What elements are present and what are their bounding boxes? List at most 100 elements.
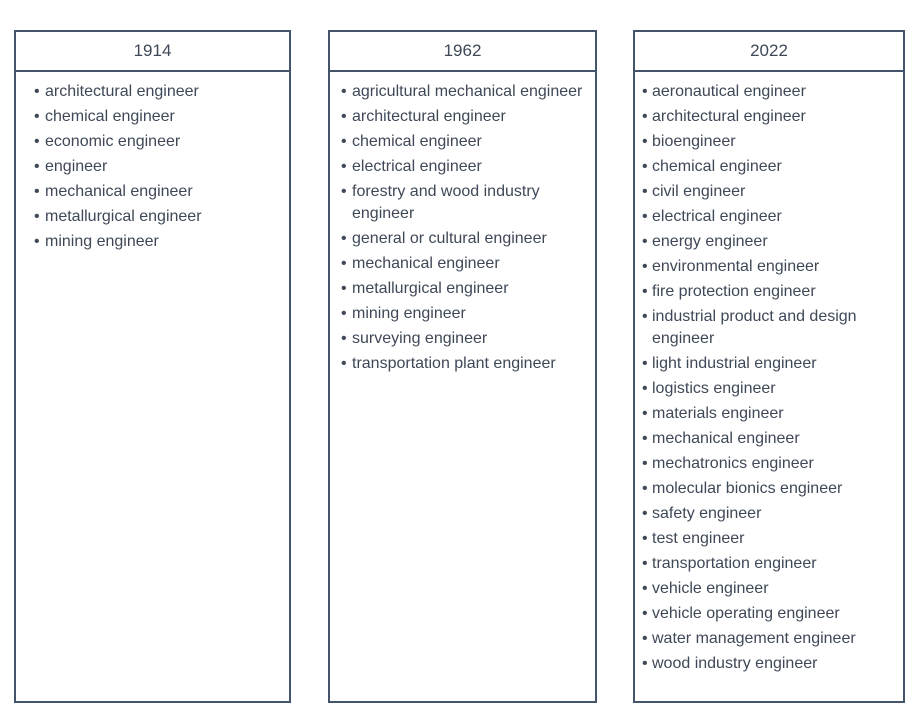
list-item: • surveying engineer bbox=[341, 328, 589, 350]
bullet-icon: • bbox=[34, 158, 40, 175]
bullet-icon: • bbox=[341, 230, 347, 247]
list-item: • materials engineer bbox=[642, 403, 897, 425]
item-text: chemical engineer bbox=[652, 158, 782, 175]
bullet-icon: • bbox=[341, 305, 347, 322]
list-item: • water management engineer bbox=[642, 628, 897, 650]
bullet-icon: • bbox=[642, 283, 648, 300]
list-item: • safety engineer bbox=[642, 503, 897, 525]
list-item: • metallurgical engineer bbox=[341, 278, 589, 300]
item-text: civil engineer bbox=[652, 183, 746, 200]
bullet-icon: • bbox=[642, 630, 648, 647]
list-item: • fire protection engineer bbox=[642, 281, 897, 303]
item-text: vehicle operating engineer bbox=[652, 605, 840, 622]
bullet-icon: • bbox=[34, 83, 40, 100]
bullet-icon: • bbox=[642, 208, 648, 225]
list-item: • chemical engineer bbox=[642, 156, 897, 178]
bullet-icon: • bbox=[341, 255, 347, 272]
bullet-icon: • bbox=[341, 355, 347, 372]
item-text: mechanical engineer bbox=[652, 430, 800, 447]
list-item: • molecular bionics engineer bbox=[642, 478, 897, 500]
item-text: mining engineer bbox=[352, 305, 466, 322]
item-text: test engineer bbox=[652, 530, 745, 547]
item-text: molecular bionics engineer bbox=[652, 480, 843, 497]
bullet-icon: • bbox=[642, 183, 648, 200]
bullet-icon: • bbox=[642, 580, 648, 597]
item-text: safety engineer bbox=[652, 505, 762, 522]
item-text: fire protection engineer bbox=[652, 283, 816, 300]
item-text: chemical engineer bbox=[352, 133, 482, 150]
item-text: forestry and wood industry engineer bbox=[352, 183, 540, 222]
bullet-icon: • bbox=[642, 355, 648, 372]
bullet-icon: • bbox=[642, 405, 648, 422]
item-text: chemical engineer bbox=[45, 108, 175, 125]
item-text: mining engineer bbox=[45, 233, 159, 250]
item-text: light industrial engineer bbox=[652, 355, 817, 372]
column-body-2022: • aeronautical engineer • architectural eng… bbox=[633, 70, 905, 703]
list-item: • forestry and wood industry engineer bbox=[341, 181, 589, 225]
bullet-icon: • bbox=[642, 108, 648, 125]
item-text: wood industry engineer bbox=[652, 655, 818, 672]
year-column-1962: 1962 • agricultural mechanical engineer • a… bbox=[328, 30, 597, 703]
list-item: • vehicle operating engineer bbox=[642, 603, 897, 625]
list-item: • metallurgical engineer bbox=[34, 206, 283, 228]
item-text: metallurgical engineer bbox=[45, 208, 202, 225]
item-text: energy engineer bbox=[652, 233, 768, 250]
list-item: • test engineer bbox=[642, 528, 897, 550]
item-text: engineer bbox=[45, 158, 108, 175]
list-item: • architectural engineer bbox=[642, 106, 897, 128]
list-item: • civil engineer bbox=[642, 181, 897, 203]
bullet-icon: • bbox=[341, 158, 347, 175]
list-item: • vehicle engineer bbox=[642, 578, 897, 600]
list-item: • mining engineer bbox=[341, 303, 589, 325]
list-item: • mining engineer bbox=[34, 231, 283, 253]
item-text: logistics engineer bbox=[652, 380, 776, 397]
bullet-icon: • bbox=[642, 233, 648, 250]
bullet-icon: • bbox=[34, 108, 40, 125]
item-text: transportation engineer bbox=[652, 555, 817, 572]
engineer-list-1914: • architectural engineer • chemical enginee… bbox=[16, 72, 289, 253]
list-item: • mechanical engineer bbox=[341, 253, 589, 275]
list-item: • chemical engineer bbox=[34, 106, 283, 128]
item-text: architectural engineer bbox=[45, 83, 199, 100]
bullet-icon: • bbox=[642, 83, 648, 100]
list-item: • logistics engineer bbox=[642, 378, 897, 400]
column-body-1914: • architectural engineer • chemical enginee… bbox=[14, 70, 291, 703]
list-item: • electrical engineer bbox=[341, 156, 589, 178]
list-item: • transportation plant engineer bbox=[341, 353, 589, 375]
item-text: electrical engineer bbox=[652, 208, 782, 225]
bullet-icon: • bbox=[341, 83, 347, 100]
item-text: surveying engineer bbox=[352, 330, 488, 347]
item-text: transportation plant engineer bbox=[352, 355, 556, 372]
item-text: mechanical engineer bbox=[352, 255, 500, 272]
year-label: 2022 bbox=[750, 41, 788, 60]
bullet-icon: • bbox=[341, 280, 347, 297]
list-item: • light industrial engineer bbox=[642, 353, 897, 375]
bullet-icon: • bbox=[341, 108, 347, 125]
list-item: • economic engineer bbox=[34, 131, 283, 153]
column-header-2022: 2022 bbox=[633, 30, 905, 72]
item-text: general or cultural engineer bbox=[352, 230, 547, 247]
bullet-icon: • bbox=[642, 258, 648, 275]
bullet-icon: • bbox=[642, 480, 648, 497]
bullet-icon: • bbox=[341, 330, 347, 347]
year-label: 1962 bbox=[443, 41, 482, 60]
engineer-list-1962: • agricultural mechanical engineer • archit… bbox=[330, 72, 595, 375]
column-body-1962: • agricultural mechanical engineer • archit… bbox=[328, 70, 597, 703]
bullet-icon: • bbox=[34, 133, 40, 150]
list-item: • mechatronics engineer bbox=[642, 453, 897, 475]
list-item: • wood industry engineer bbox=[642, 653, 897, 675]
engineer-list-2022: • aeronautical engineer • architectural eng… bbox=[635, 72, 903, 675]
list-item: • architectural engineer bbox=[341, 106, 589, 128]
year-column-1914: 1914 • architectural engineer • chemical en… bbox=[14, 30, 291, 703]
bullet-icon: • bbox=[642, 158, 648, 175]
year-column-2022: 2022 • aeronautical engineer • architectura… bbox=[633, 30, 905, 703]
item-text: mechanical engineer bbox=[45, 183, 193, 200]
bullet-icon: • bbox=[642, 380, 648, 397]
item-text: architectural engineer bbox=[652, 108, 806, 125]
item-text: mechatronics engineer bbox=[652, 455, 814, 472]
bullet-icon: • bbox=[34, 208, 40, 225]
bullet-icon: • bbox=[642, 308, 648, 325]
list-item: • architectural engineer bbox=[34, 81, 283, 103]
list-item: • chemical engineer bbox=[341, 131, 589, 153]
